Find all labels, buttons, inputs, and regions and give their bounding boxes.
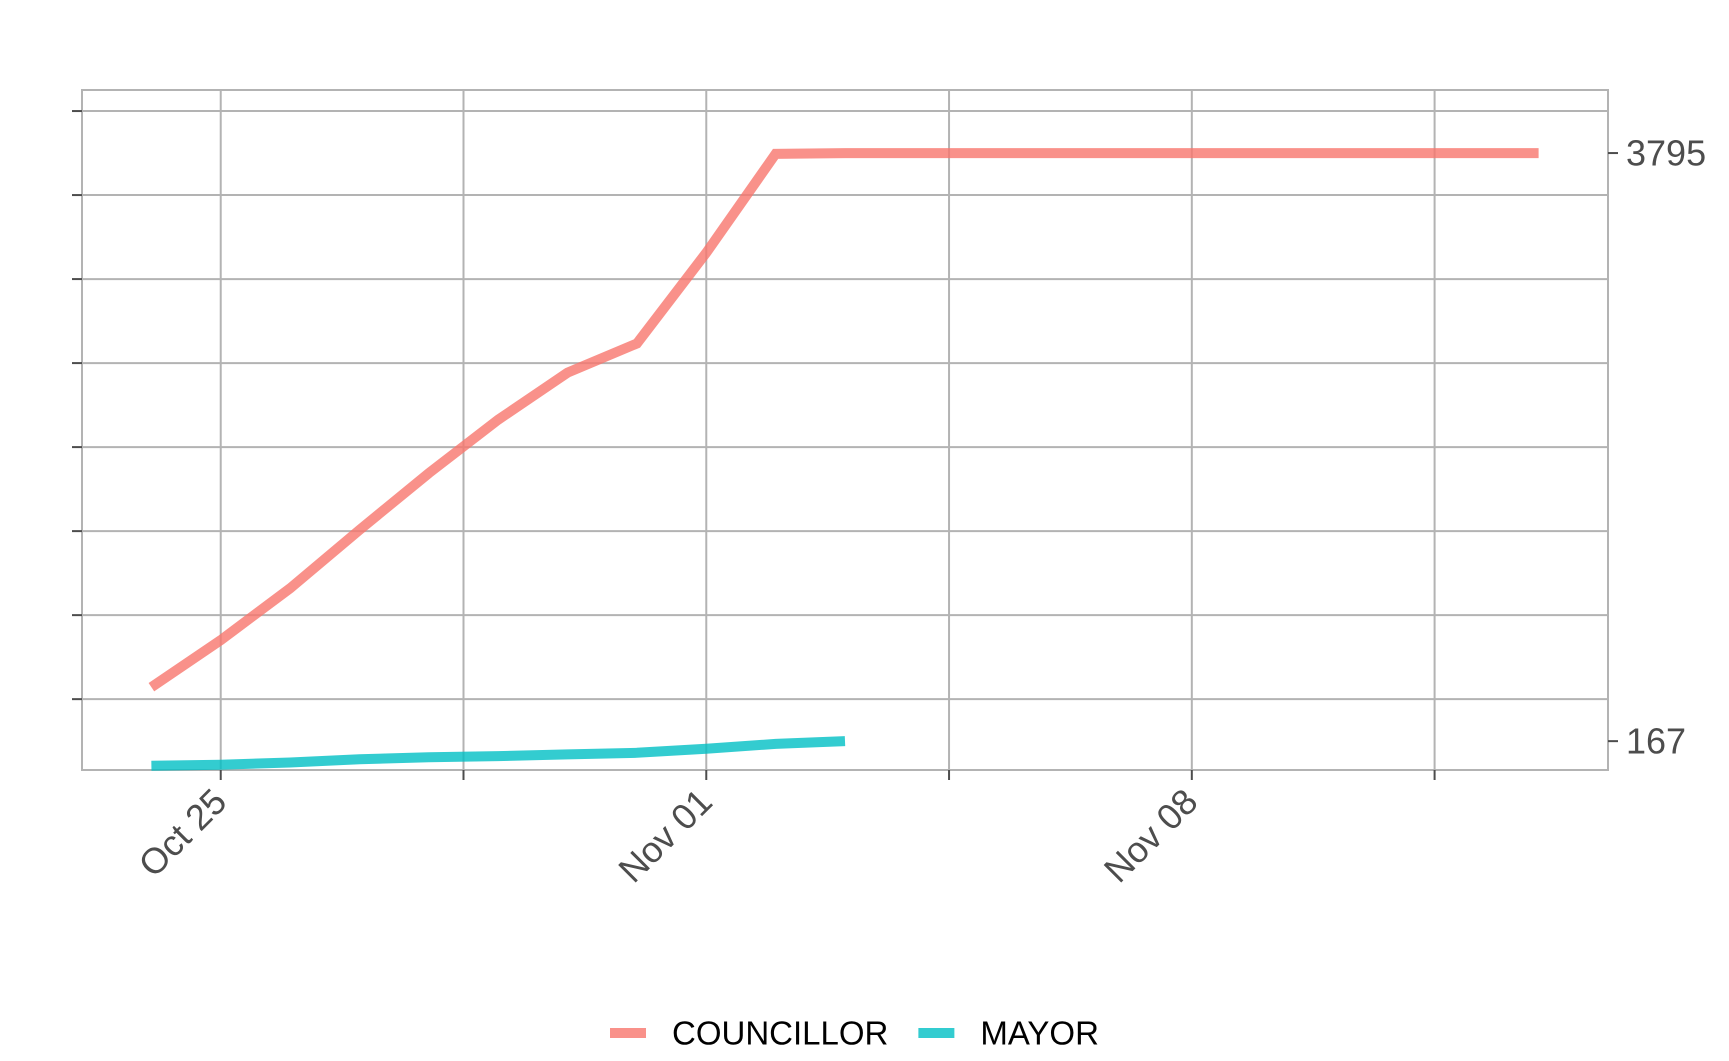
series-line-mayor — [151, 736, 846, 771]
y-tick-label: 3795 — [1626, 133, 1706, 174]
series-line-councillor — [148, 148, 1539, 692]
legend: COUNCILLOR MAYOR — [610, 1015, 1099, 1052]
panel-border — [81, 89, 1609, 771]
legend-label: COUNCILLOR — [672, 1015, 888, 1052]
grid-lines — [82, 90, 1608, 770]
series-lines — [148, 148, 1539, 771]
y-tick-label: 167 — [1626, 721, 1686, 762]
legend-label: MAYOR — [980, 1015, 1099, 1052]
